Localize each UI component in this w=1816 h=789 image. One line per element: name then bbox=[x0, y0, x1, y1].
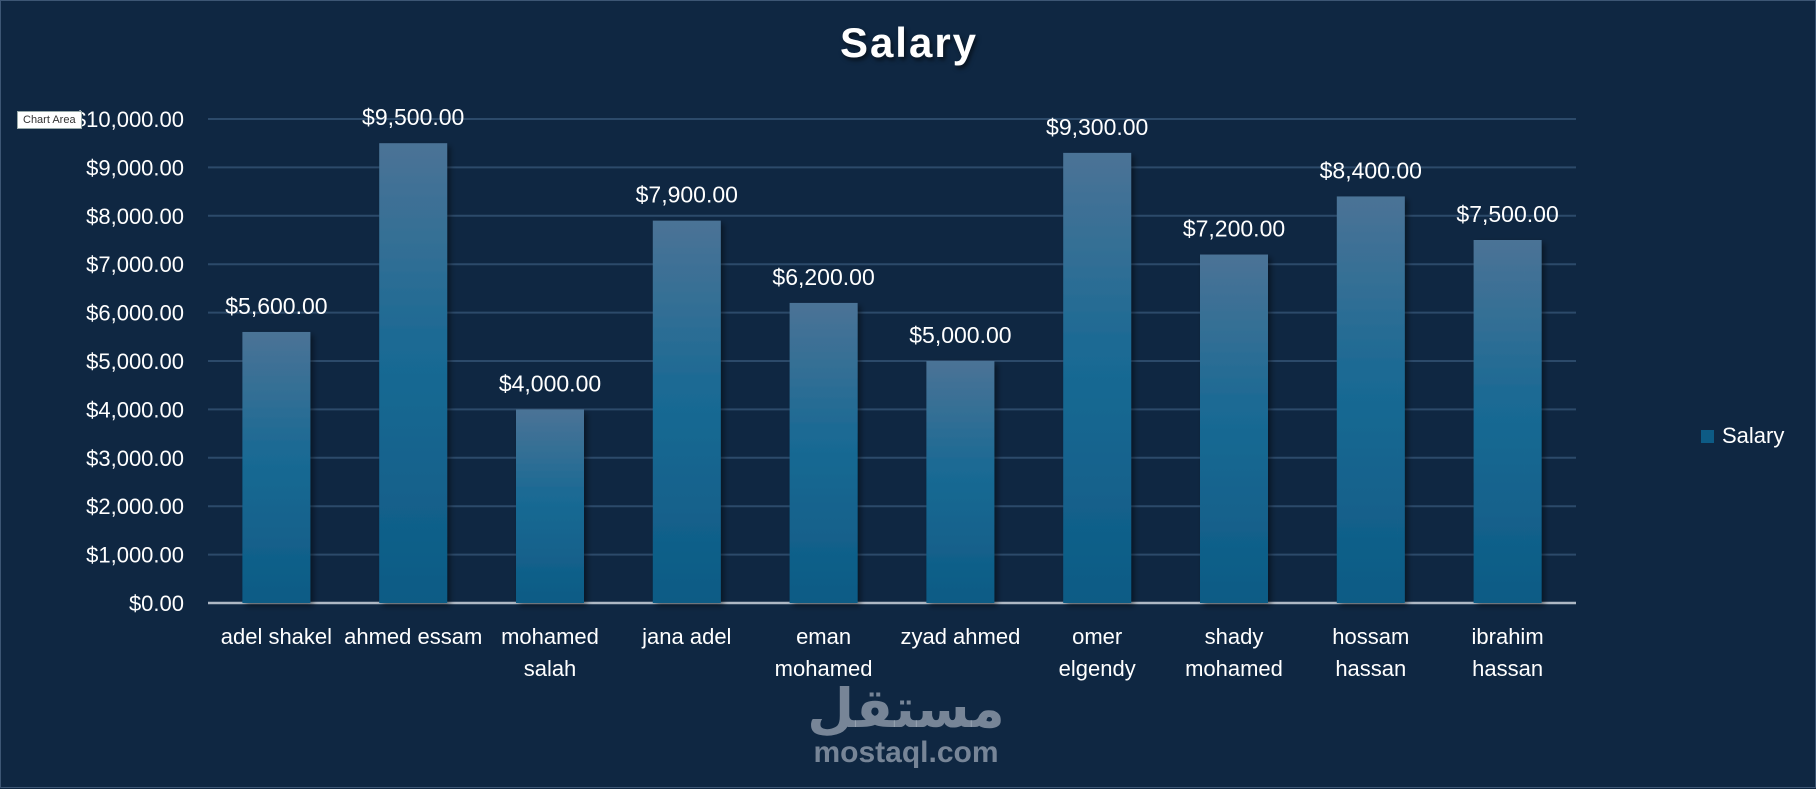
data-label: $9,300.00 bbox=[1046, 114, 1148, 140]
bar bbox=[242, 331, 311, 603]
data-label: $5,600.00 bbox=[225, 293, 327, 319]
chart-area-tooltip: Chart Area bbox=[17, 111, 82, 129]
y-tick-label: $9,000.00 bbox=[86, 155, 184, 180]
y-tick-label: $7,000.00 bbox=[86, 252, 184, 277]
data-label: $8,400.00 bbox=[1320, 157, 1422, 183]
y-tick-label: $8,000.00 bbox=[86, 204, 184, 229]
data-label: $7,900.00 bbox=[636, 182, 738, 208]
y-tick-label: $3,000.00 bbox=[86, 446, 184, 471]
bar bbox=[926, 361, 995, 603]
watermark-arabic: مستقل bbox=[807, 677, 1005, 740]
bar bbox=[516, 409, 584, 603]
y-tick-label: $0.00 bbox=[129, 591, 184, 616]
y-tick-label: $4,000.00 bbox=[86, 397, 184, 422]
data-label: $4,000.00 bbox=[499, 370, 601, 396]
bar bbox=[789, 302, 858, 603]
bar bbox=[379, 143, 448, 603]
x-tick-label: adel shakel bbox=[221, 624, 332, 649]
legend-label: Salary bbox=[1722, 423, 1785, 448]
bar bbox=[1200, 254, 1268, 603]
data-label: $7,200.00 bbox=[1183, 216, 1285, 242]
legend-swatch bbox=[1701, 429, 1714, 443]
x-tick-label: zyad ahmed bbox=[900, 624, 1020, 649]
x-tick-label: shady mohamed bbox=[1185, 624, 1283, 681]
data-label: $5,000.00 bbox=[909, 322, 1011, 348]
y-tick-label: $10,000.00 bbox=[74, 107, 184, 132]
data-label: $7,500.00 bbox=[1456, 201, 1558, 227]
x-tick-label: hossam hassan bbox=[1332, 624, 1409, 681]
watermark: مستقل mostaql.com bbox=[791, 681, 1021, 769]
legend[interactable]: Salary bbox=[1701, 423, 1784, 449]
y-tick-label: $5,000.00 bbox=[86, 349, 184, 374]
x-tick-label: omer elgendy bbox=[1059, 624, 1136, 681]
x-tick-label: jana adel bbox=[641, 624, 731, 649]
watermark-latin: mostaql.com bbox=[813, 736, 999, 769]
bar bbox=[652, 220, 721, 603]
bar bbox=[1063, 152, 1132, 603]
data-label: $6,200.00 bbox=[772, 264, 874, 290]
bar bbox=[1336, 196, 1405, 603]
y-tick-label: $1,000.00 bbox=[86, 543, 184, 568]
y-tick-label: $2,000.00 bbox=[86, 494, 184, 519]
x-tick-label: mohamed salah bbox=[501, 624, 599, 681]
bar bbox=[1473, 240, 1542, 603]
y-tick-label: $6,000.00 bbox=[86, 301, 184, 326]
data-label: $9,500.00 bbox=[362, 104, 464, 130]
x-tick-label: ahmed essam bbox=[344, 624, 482, 649]
x-tick-label: eman mohamed bbox=[775, 624, 873, 681]
x-tick-label: ibrahim hassan bbox=[1472, 624, 1544, 681]
chart-title: Salary bbox=[839, 19, 979, 66]
